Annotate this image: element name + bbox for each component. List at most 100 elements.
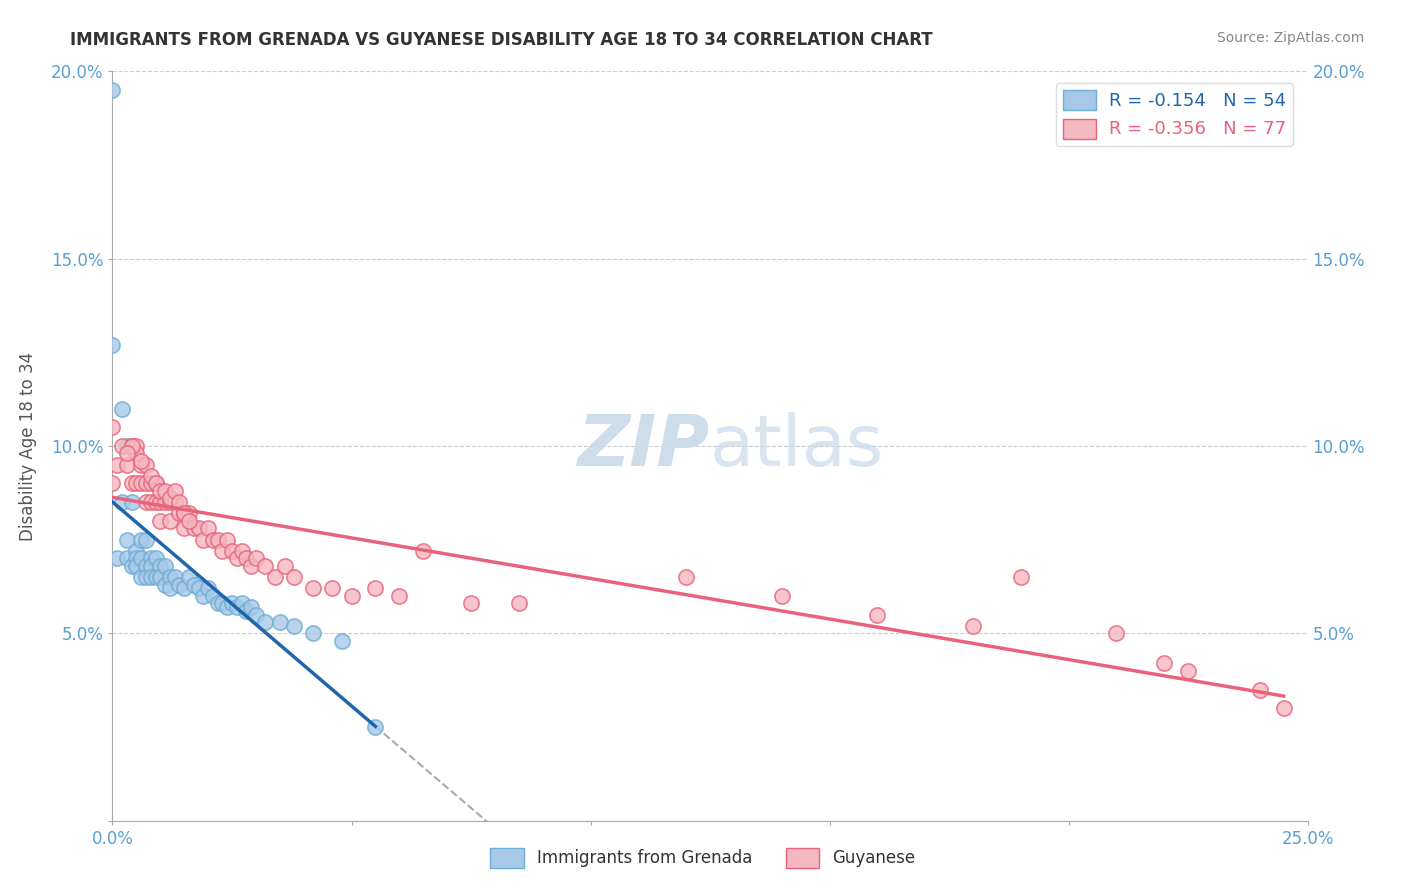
Point xyxy=(187,521,209,535)
Point xyxy=(101,420,124,434)
Point xyxy=(201,533,224,547)
Point xyxy=(163,495,186,509)
Point xyxy=(135,533,157,547)
Point xyxy=(153,483,176,498)
Point xyxy=(159,570,181,584)
Point xyxy=(364,720,387,734)
Point xyxy=(412,544,434,558)
Point xyxy=(125,544,148,558)
Point xyxy=(135,495,157,509)
Point xyxy=(1177,664,1199,678)
Legend: Immigrants from Grenada, Guyanese: Immigrants from Grenada, Guyanese xyxy=(484,841,922,875)
Point xyxy=(125,446,148,460)
Point xyxy=(197,582,219,596)
Point xyxy=(145,551,167,566)
Point xyxy=(115,533,138,547)
Point xyxy=(254,558,277,573)
Point xyxy=(225,600,247,615)
Point xyxy=(153,577,176,591)
Point xyxy=(283,570,305,584)
Point xyxy=(217,533,239,547)
Point xyxy=(173,521,195,535)
Point xyxy=(111,401,134,416)
Point xyxy=(139,495,162,509)
Y-axis label: Disability Age 18 to 34: Disability Age 18 to 34 xyxy=(20,351,37,541)
Point xyxy=(163,483,186,498)
Point xyxy=(129,454,152,468)
Point xyxy=(302,582,325,596)
Point xyxy=(159,514,181,528)
Point xyxy=(962,619,984,633)
Point xyxy=(169,577,191,591)
Point xyxy=(264,570,287,584)
Point xyxy=(273,558,295,573)
Point xyxy=(129,476,152,491)
Point xyxy=(115,446,138,460)
Point xyxy=(111,495,134,509)
Point xyxy=(193,589,215,603)
Point xyxy=(1010,570,1032,584)
Point xyxy=(231,544,253,558)
Point xyxy=(177,514,200,528)
Point xyxy=(207,533,229,547)
Point xyxy=(139,551,162,566)
Point xyxy=(235,604,257,618)
Point xyxy=(129,551,152,566)
Point xyxy=(193,533,215,547)
Point xyxy=(508,596,530,610)
Point xyxy=(149,495,172,509)
Point xyxy=(135,476,157,491)
Point xyxy=(364,582,387,596)
Point xyxy=(149,514,172,528)
Point xyxy=(283,619,305,633)
Point xyxy=(149,483,172,498)
Point xyxy=(225,551,247,566)
Point xyxy=(101,338,124,352)
Point xyxy=(159,582,181,596)
Point xyxy=(177,570,200,584)
Point xyxy=(145,476,167,491)
Point xyxy=(254,615,277,629)
Point xyxy=(121,476,143,491)
Point xyxy=(111,439,134,453)
Point xyxy=(201,589,224,603)
Point xyxy=(149,558,172,573)
Point xyxy=(173,507,195,521)
Point xyxy=(121,439,143,453)
Point xyxy=(302,626,325,640)
Point xyxy=(121,439,143,453)
Point xyxy=(153,558,176,573)
Point xyxy=(1272,701,1295,715)
Point xyxy=(1153,657,1175,671)
Point xyxy=(207,596,229,610)
Point xyxy=(139,570,162,584)
Point xyxy=(135,458,157,472)
Point xyxy=(105,551,128,566)
Point xyxy=(129,533,152,547)
Point xyxy=(866,607,889,622)
Point xyxy=(177,507,200,521)
Point xyxy=(183,577,205,591)
Point xyxy=(217,600,239,615)
Point xyxy=(240,600,263,615)
Point xyxy=(101,476,124,491)
Text: Source: ZipAtlas.com: Source: ZipAtlas.com xyxy=(1216,31,1364,45)
Point xyxy=(221,544,243,558)
Point xyxy=(125,551,148,566)
Point xyxy=(153,495,176,509)
Point xyxy=(770,589,793,603)
Point xyxy=(145,476,167,491)
Text: IMMIGRANTS FROM GRENADA VS GUYANESE DISABILITY AGE 18 TO 34 CORRELATION CHART: IMMIGRANTS FROM GRENADA VS GUYANESE DISA… xyxy=(70,31,934,49)
Point xyxy=(197,521,219,535)
Point xyxy=(139,476,162,491)
Point xyxy=(340,589,363,603)
Point xyxy=(173,507,195,521)
Point xyxy=(231,596,253,610)
Point xyxy=(211,596,233,610)
Point xyxy=(149,570,172,584)
Point xyxy=(235,551,257,566)
Point xyxy=(321,582,343,596)
Point xyxy=(388,589,411,603)
Point xyxy=(129,570,152,584)
Point xyxy=(1249,682,1271,697)
